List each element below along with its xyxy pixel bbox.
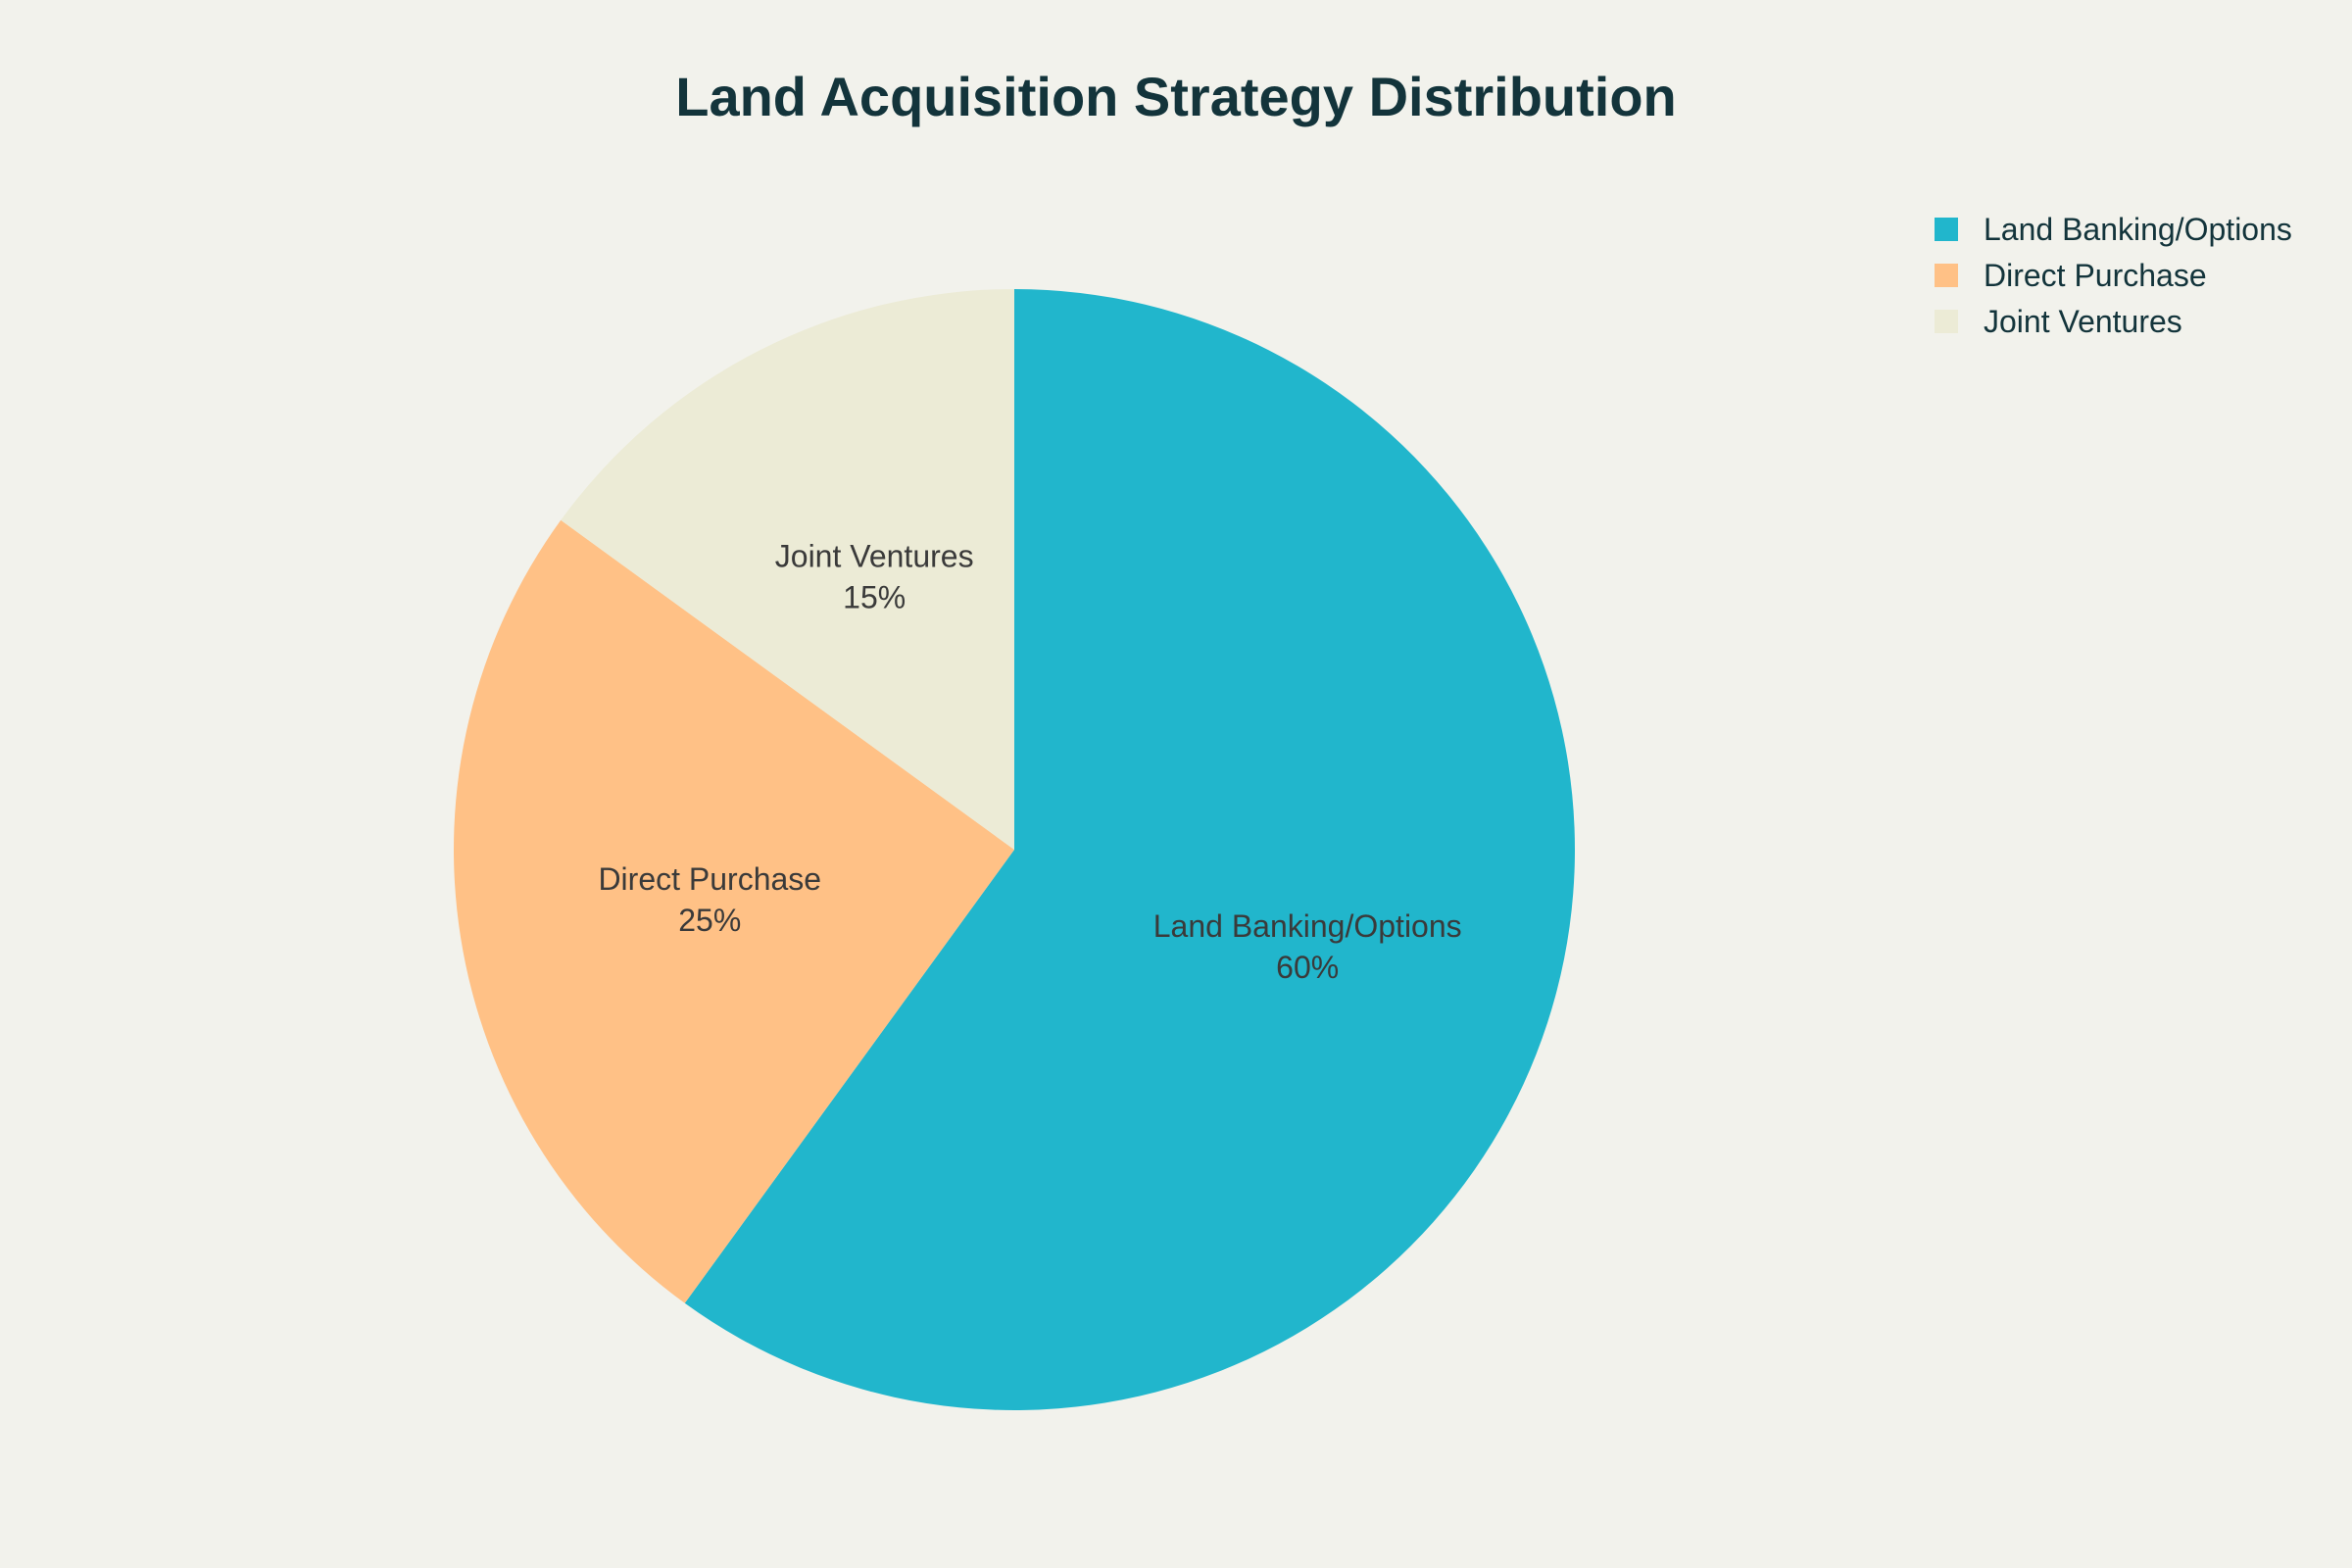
legend-swatch-direct-purchase: [1935, 264, 1958, 287]
slice-value-direct-purchase: 25%: [678, 903, 741, 938]
legend-swatch-land-banking-options: [1935, 218, 1958, 241]
slice-labels: Land Banking/Options 60% Direct Purchase 25…: [598, 539, 1461, 986]
legend-label-land-banking-options: Land Banking/Options: [1984, 212, 2292, 247]
legend: Land Banking/Options Direct Purchase Joint…: [1935, 212, 2292, 339]
slice-value-land-banking-options: 60%: [1276, 950, 1339, 985]
slice-label-land-banking-options: Land Banking/Options: [1153, 908, 1462, 944]
legend-swatch-joint-ventures: [1935, 310, 1958, 333]
legend-item-joint-ventures[interactable]: Joint Ventures: [1935, 304, 2182, 339]
legend-item-direct-purchase[interactable]: Direct Purchase: [1935, 258, 2207, 293]
pie-slice-joint-ventures[interactable]: [561, 289, 1014, 850]
legend-item-land-banking-options[interactable]: Land Banking/Options: [1935, 212, 2292, 247]
chart-title: Land Acquisition Strategy Distribution: [675, 66, 1677, 127]
slice-label-direct-purchase: Direct Purchase: [598, 861, 821, 897]
legend-label-joint-ventures: Joint Ventures: [1984, 304, 2182, 339]
pie-slice-direct-purchase[interactable]: [454, 519, 1014, 1303]
legend-label-direct-purchase: Direct Purchase: [1984, 258, 2207, 293]
pie-slices: [454, 289, 1576, 1411]
pie-slice-land-banking-options[interactable]: [684, 289, 1576, 1411]
slice-label-joint-ventures: Joint Ventures: [775, 539, 974, 574]
slice-value-joint-ventures: 15%: [843, 580, 906, 615]
